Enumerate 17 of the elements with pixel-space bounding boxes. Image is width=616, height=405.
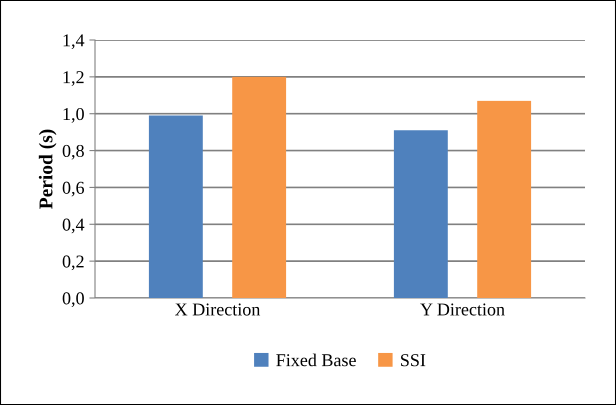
- bar: [394, 130, 448, 298]
- bar: [232, 76, 286, 298]
- y-axis-title: Period (s): [38, 130, 56, 209]
- y-tick-label: 0,0: [62, 292, 84, 308]
- bar: [148, 116, 203, 298]
- y-tick-label: 1,2: [64, 71, 84, 86]
- legend-label: SSI: [401, 354, 426, 366]
- legend-label: Fixed Base: [276, 354, 356, 366]
- y-tick-label: 0,2: [62, 255, 84, 270]
- y-tick-label: 1,0: [64, 108, 84, 123]
- x-tick-label: Y Direction: [420, 303, 505, 316]
- y-tick-label: 1,4: [64, 34, 84, 50]
- y-tick-label: 0,4: [62, 218, 84, 234]
- x-tick-label: X Direction: [175, 303, 260, 316]
- y-tick-label: 0,6: [62, 182, 84, 196]
- y-tick-label: 0,8: [62, 144, 84, 160]
- bar: [477, 100, 532, 298]
